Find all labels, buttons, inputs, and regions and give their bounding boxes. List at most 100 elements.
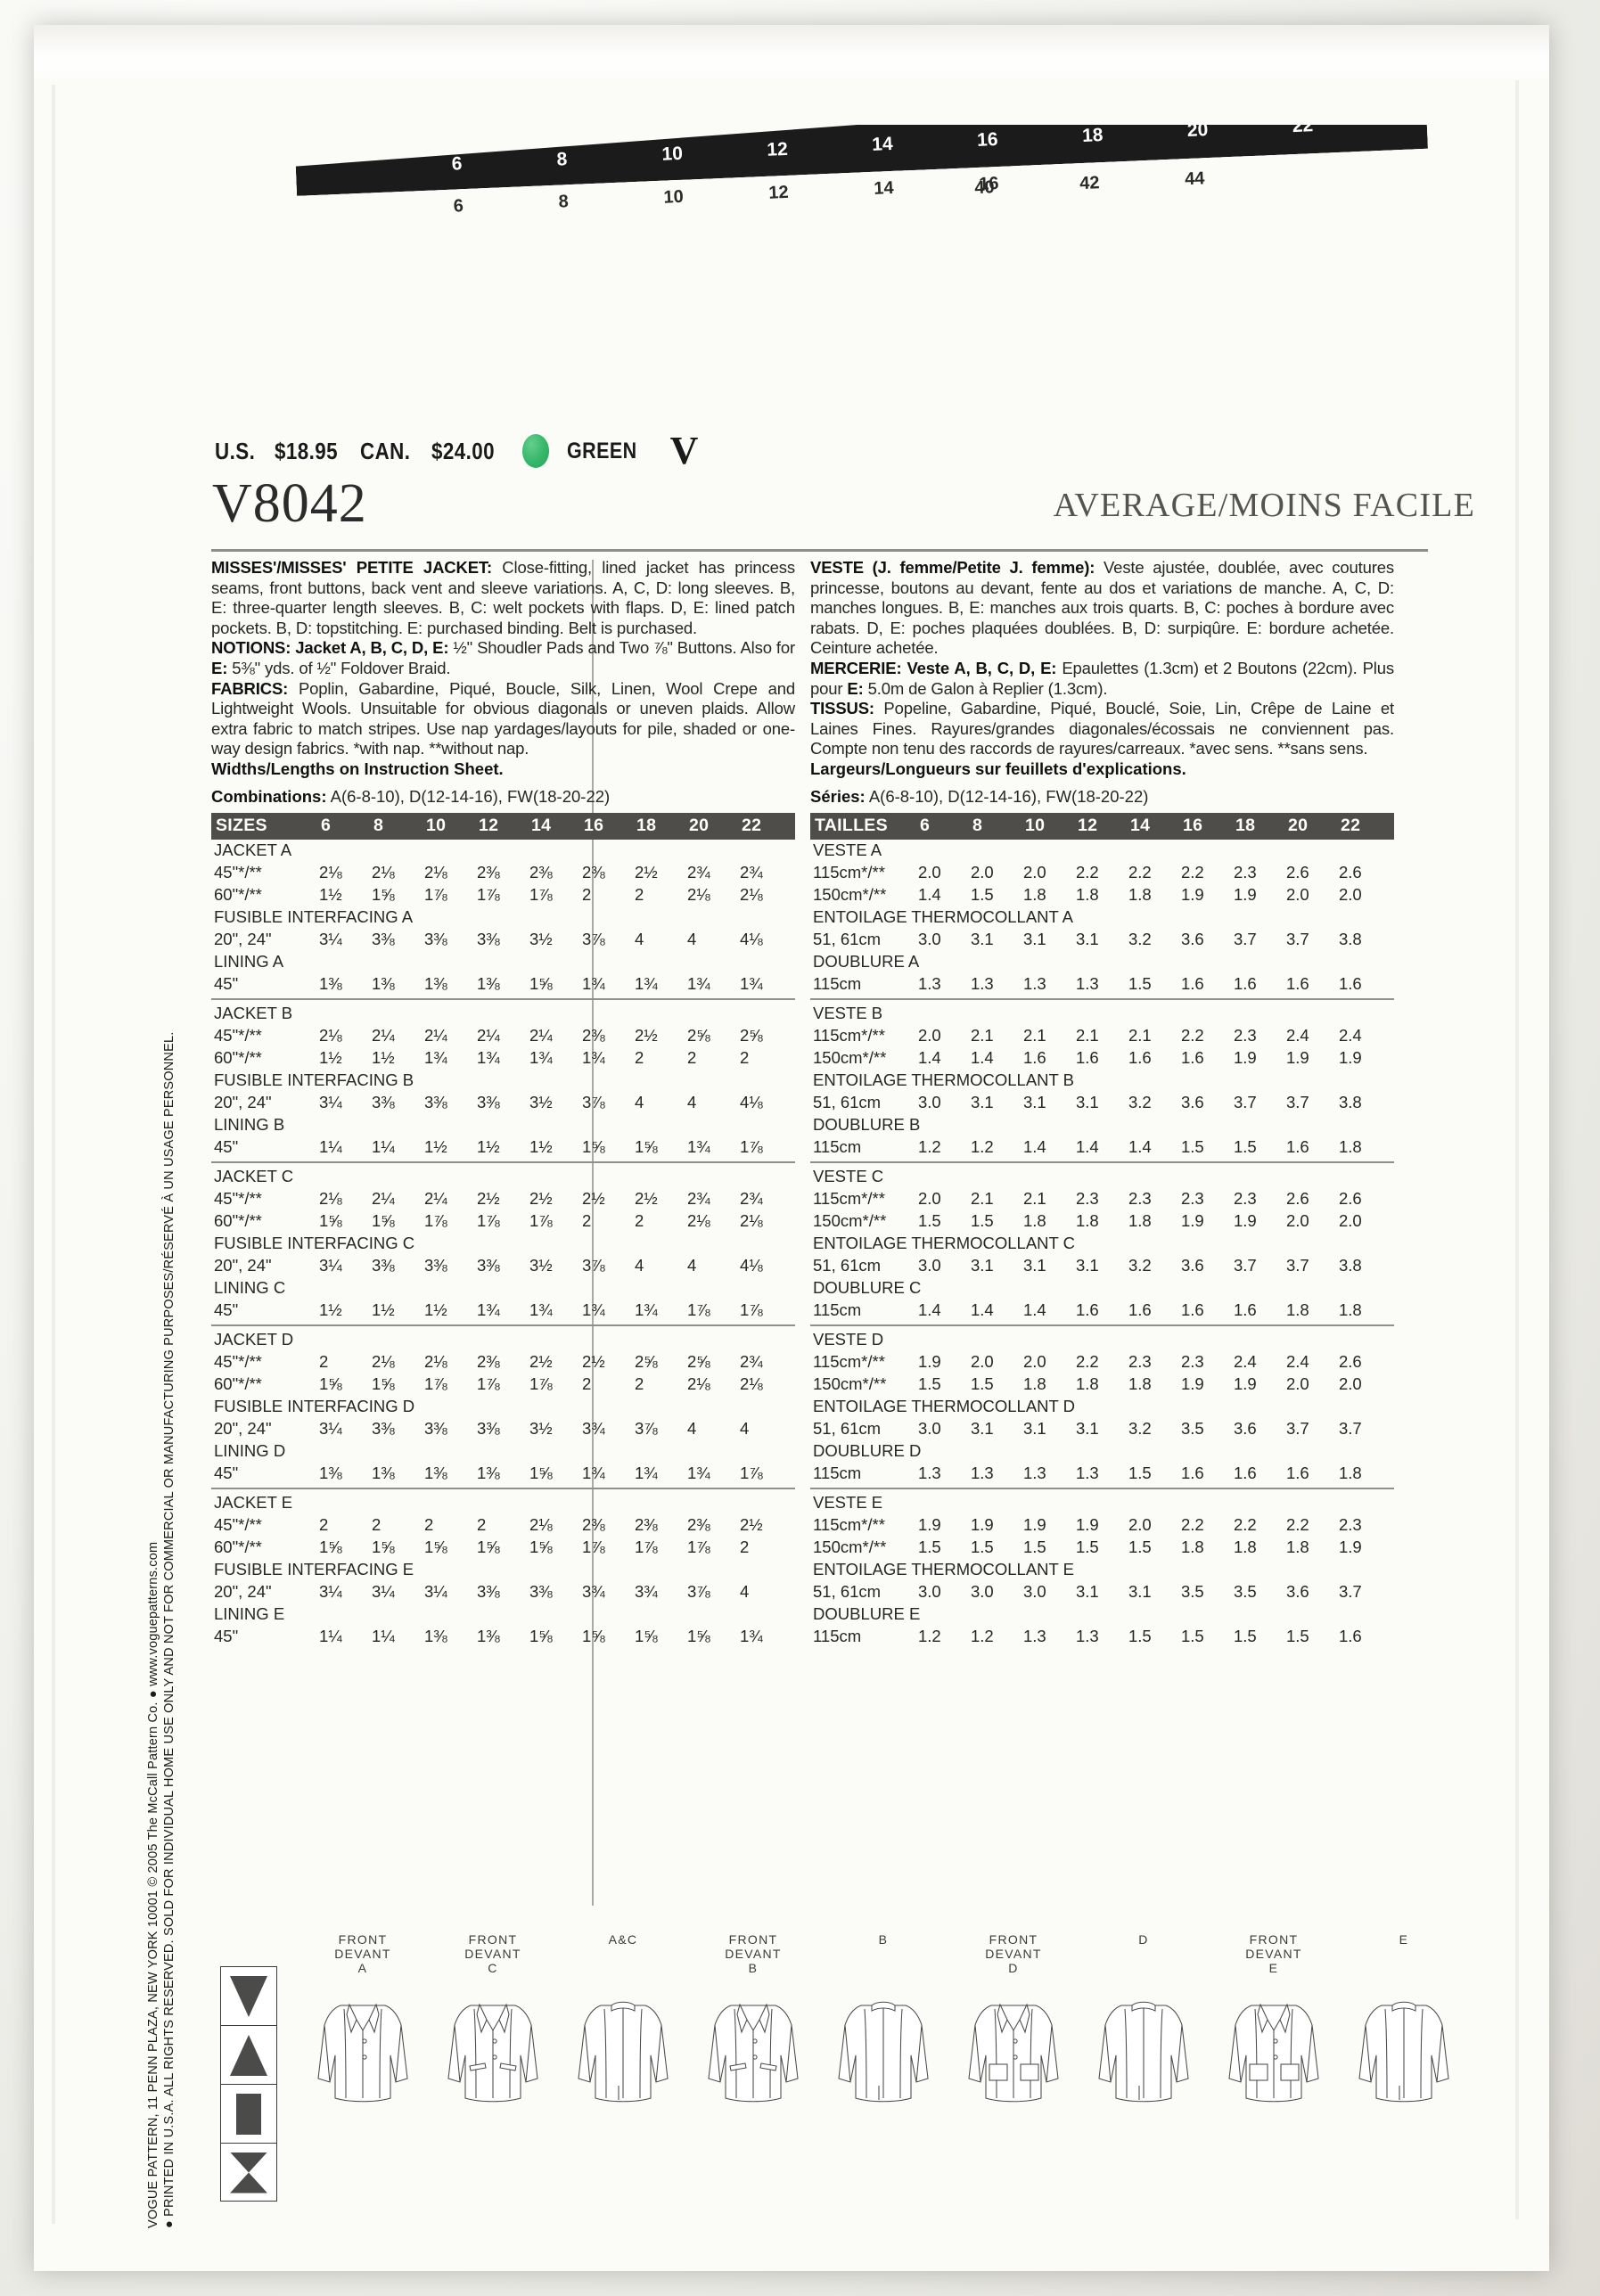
table-cell: 3¾	[635, 1582, 658, 1602]
table-cell: 1⅜	[424, 974, 447, 994]
table-cell: 2	[740, 1538, 750, 1557]
table-cell: 1.9	[1234, 885, 1257, 905]
table-cell: 1⅝	[372, 885, 395, 905]
jacket-drawing-back-A&C	[578, 2001, 669, 2103]
table-cell: 2	[635, 1048, 644, 1068]
table-cell: 2.3	[1128, 1352, 1152, 1372]
table-cell: 2.2	[1181, 1515, 1204, 1535]
table-cell: 2¾	[740, 863, 763, 882]
ruler-lower-6: 6	[453, 196, 464, 217]
table-cell: 1.9	[1234, 1374, 1257, 1394]
table-row-label: 45"	[214, 1300, 239, 1320]
table-cell: 1½	[424, 1300, 447, 1320]
table-cell: 4	[687, 1093, 697, 1112]
table-cell: 2.2	[1076, 863, 1099, 882]
ruler-lower-12: 12	[767, 182, 790, 203]
table-cell: 2.1	[971, 1189, 994, 1209]
table-row: 45"*/** 2⅛ 2¼ 2¼ 2½ 2½ 2½ 2½ 2¾ 2¾	[211, 1188, 795, 1210]
table-cell: 1.9	[1339, 1538, 1362, 1557]
table-cell: 2¼	[372, 1026, 395, 1046]
table-row: 45" 1⅜ 1⅜ 1⅜ 1⅜ 1⅝ 1¾ 1¾ 1¾ 1¾	[211, 973, 795, 996]
table-cell: 2⅛	[740, 1211, 763, 1231]
table-row-label: 20", 24"	[214, 1093, 272, 1112]
table-group-title: VESTE E	[813, 1493, 883, 1513]
table-row-label: 60"*/**	[214, 1211, 262, 1231]
table-row-label: 45"	[214, 1137, 239, 1157]
ruler-lower-16: 16	[978, 173, 999, 194]
table-cell: 1⅞	[529, 1374, 553, 1394]
table-cell: 1½	[319, 1300, 342, 1320]
table-cell: 1⅞	[424, 1211, 447, 1231]
table-cell: 2½	[529, 1189, 553, 1209]
table-cell: 1⅜	[477, 1627, 500, 1646]
table-cell: 1⅞	[687, 1538, 710, 1557]
table-row: 60"*/** 1⅝ 1⅝ 1⅞ 1⅞ 1⅞ 2 2 2⅛ 2⅛	[211, 1374, 795, 1396]
table-header-size-22: 22	[742, 816, 762, 836]
table-cell: 3.6	[1181, 1093, 1204, 1112]
table-cell: 1⅝	[687, 1627, 710, 1646]
table-cell: 1⅝	[319, 1374, 342, 1394]
table-cell: 3.2	[1128, 930, 1152, 949]
english-notions-tail: 5⅜" yds. of ½" Foldover Braid.	[227, 658, 451, 677]
table-cell: 1.8	[1234, 1538, 1257, 1557]
table-cell: 3¼	[319, 1582, 342, 1602]
figure-caption: FRONT DEVANT A	[296, 1932, 430, 1979]
table-cell: 2⅜	[635, 1515, 658, 1535]
english-notions-text: ½" Shoudler Pads and Two ⅞" Buttons. Als…	[448, 638, 796, 658]
table-cell: 1.9	[1234, 1211, 1257, 1231]
table-cell: 2.2	[1181, 1026, 1204, 1046]
table-cell: 2⅝	[635, 1352, 658, 1372]
table-cell: 2⅝	[687, 1352, 710, 1372]
table-cell: 3.5	[1234, 1582, 1257, 1602]
table-header-label: SIZES	[216, 816, 267, 836]
table-cell: 1.5	[971, 1538, 994, 1557]
table-cell: 2.4	[1234, 1352, 1257, 1372]
table-header-size-12: 12	[1078, 816, 1098, 836]
english-notions-label: NOTIONS: Jacket A, B, C, D, E:	[211, 638, 449, 658]
table-cell: 1.9	[1286, 1048, 1309, 1068]
color-name-label: GREEN	[567, 438, 637, 463]
table-row: 45" 1¼ 1¼ 1⅜ 1⅜ 1⅝ 1⅝ 1⅝ 1⅝ 1¾	[211, 1626, 795, 1648]
table-cell: 3.0	[918, 1582, 941, 1602]
table-row: 45" 1¼ 1¼ 1½ 1½ 1½ 1⅝ 1⅝ 1¾ 1⅞	[211, 1136, 795, 1159]
table-cell: 3⅜	[477, 930, 500, 949]
table-cell: 1.6	[1023, 1048, 1046, 1068]
table-row: 150cm*/** 1.5 1.5 1.8 1.8 1.8 1.9 1.9 2.0 2.0	[810, 1210, 1394, 1233]
difficulty-label: AVERAGE/MOINS FACILE	[1053, 487, 1475, 524]
table-cell: 2.4	[1286, 1026, 1309, 1046]
table-row-label: 45"*/**	[214, 1352, 262, 1372]
table-cell: 1.6	[1286, 1464, 1309, 1483]
can-price-value: $24.00	[431, 437, 495, 464]
table-cell: 4⅛	[740, 1093, 763, 1112]
table-header-size-20: 20	[689, 816, 710, 836]
size-ruler-bottom-numbers: 4042446810121416182022	[294, 125, 1430, 232]
table-header-size-20: 20	[1288, 816, 1309, 836]
table-cell: 3½	[529, 1093, 553, 1112]
table-row: 20", 24" 3¼ 3¼ 3¼ 3⅜ 3⅜ 3¾ 3¾ 3⅞ 4	[211, 1581, 795, 1603]
figure-back-a-c: A&C	[556, 1932, 690, 2112]
table-cell: 3.7	[1234, 1256, 1257, 1275]
table-cell: 2¾	[740, 1352, 763, 1372]
table-row-label: 45"*/**	[214, 1515, 262, 1535]
table-cell: 2⅛	[424, 863, 447, 882]
table-cell: 1⅝	[319, 1211, 342, 1231]
table-cell: 4	[687, 1256, 697, 1275]
table-cell: 2⅜	[582, 1515, 605, 1535]
us-price-label: U.S.	[215, 437, 256, 464]
table-cell: 1⅝	[635, 1137, 658, 1157]
table-cell: 3.2	[1128, 1256, 1152, 1275]
table-row-label: 51, 61cm	[813, 1582, 882, 1602]
table-row: 60"*/** 1⅝ 1⅝ 1⅞ 1⅞ 1⅞ 2 2 2⅛ 2⅛	[211, 1210, 795, 1233]
table-cell: 1.6	[1339, 1627, 1362, 1646]
table-cell: 3⅜	[529, 1582, 553, 1602]
figure-view-letter: B	[748, 1961, 759, 1975]
table-cell: 2	[740, 1048, 750, 1068]
table-cell: 2.0	[918, 1026, 941, 1046]
table-cell: 1.9	[1181, 1211, 1204, 1231]
table-cell: 3⅜	[477, 1582, 500, 1602]
table-group-separator	[810, 1160, 1394, 1163]
table-cell: 2⅛	[687, 885, 710, 905]
imperial-yardage-table: SIZES 6 8 10 12 14 16 18 20 22 JACKET A 45"*/** 2⅛ 2⅛…	[211, 812, 795, 1648]
jacket-drawing-front-D	[968, 2003, 1059, 2103]
table-cell: 2⅜	[529, 863, 553, 882]
